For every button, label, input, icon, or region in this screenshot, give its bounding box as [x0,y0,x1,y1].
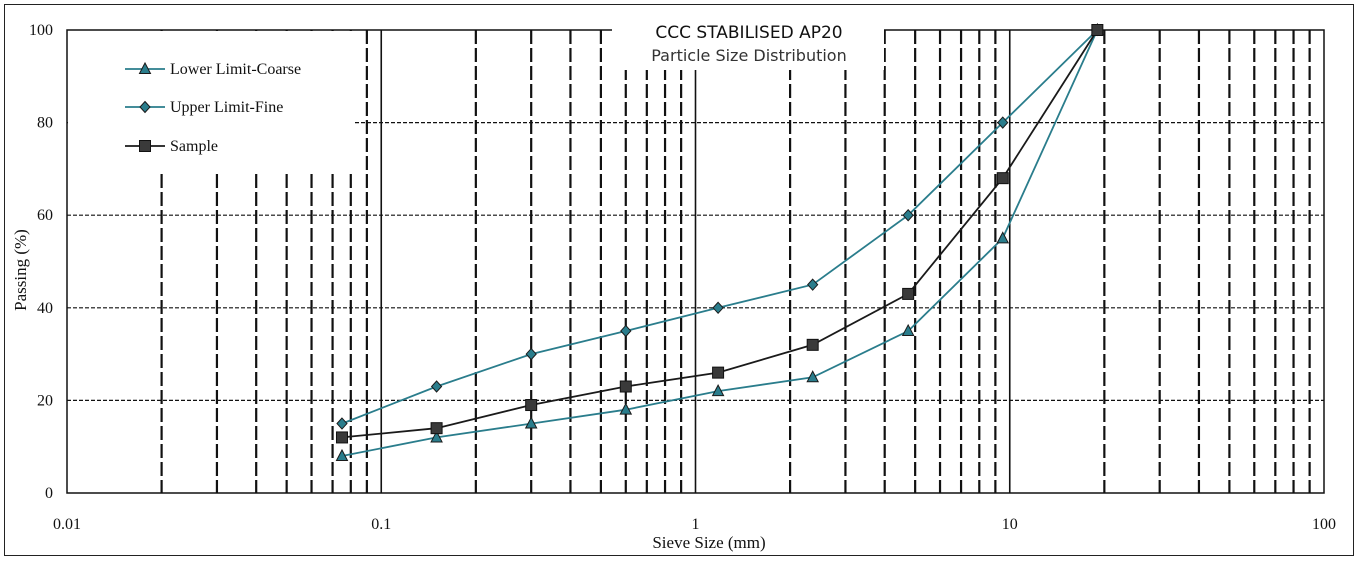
diamond-marker [807,278,819,291]
diamond-marker [620,324,632,338]
triangle-marker [901,323,915,336]
title-background [612,18,884,70]
square-marker [902,287,915,300]
triangle-marker [524,416,538,429]
y-tick-label: 80 [37,115,53,132]
square-marker [806,338,819,351]
y-tick-label: 60 [37,207,53,224]
triangle-marker [996,231,1010,244]
series-sample [335,24,1104,444]
triangle-marker [711,384,725,397]
diamond-marker [525,347,537,361]
y-tick-label: 40 [37,300,53,317]
series-layer [335,22,1104,461]
y-tick-label: 0 [45,485,53,502]
x-tick-label: 100 [1312,516,1336,533]
diamond-marker [997,116,1009,129]
square-marker [1091,24,1104,36]
square-marker [619,380,632,393]
x-tick-label: 0.01 [53,516,81,533]
legend-label: Lower Limit-Coarse [170,61,301,78]
triangle-marker [806,370,820,383]
chart-title: CCC STABILISED AP20 [655,23,842,43]
diamond-marker [902,208,914,222]
square-marker [712,366,725,379]
y-tick-label: 20 [37,392,53,409]
chart-subtitle: Particle Size Distribution [651,46,846,65]
legend: Lower Limit-Coarse Upper Limit-Fine Sample [68,31,354,171]
y-tick-label: 100 [29,22,53,39]
diamond-marker [139,100,151,114]
triangle-marker [619,402,633,415]
diamond-marker [336,417,348,430]
square-marker [525,399,538,412]
legend-item: Sample [125,138,218,155]
square-marker [335,431,348,444]
x-axis-title: Sieve Size (mm) [652,533,765,552]
y-axis-title: Passing (%) [11,229,30,311]
diamond-marker [712,301,724,315]
square-marker [139,140,151,152]
series-line [341,29,1098,425]
x-tick-label: 0.1 [371,516,391,533]
x-tick-label: 10 [1002,516,1018,533]
square-marker [996,172,1009,185]
tick-labels: 0 20 40 60 80 100 0.01 0.1 1 10 100 [29,22,1336,533]
legend-item: Upper Limit-Fine [125,99,283,116]
series-lower-limit-coarse [335,22,1104,461]
diamond-marker [430,380,443,393]
legend-background [68,31,354,171]
triangle-marker [335,448,349,461]
legend-item: Lower Limit-Coarse [125,61,301,78]
triangle-marker [430,430,443,443]
square-marker [430,422,443,435]
x-tick-label: 1 [692,516,700,533]
legend-label: Sample [170,138,218,155]
legend-label: Upper Limit-Fine [170,99,283,116]
triangle-marker [138,61,152,74]
